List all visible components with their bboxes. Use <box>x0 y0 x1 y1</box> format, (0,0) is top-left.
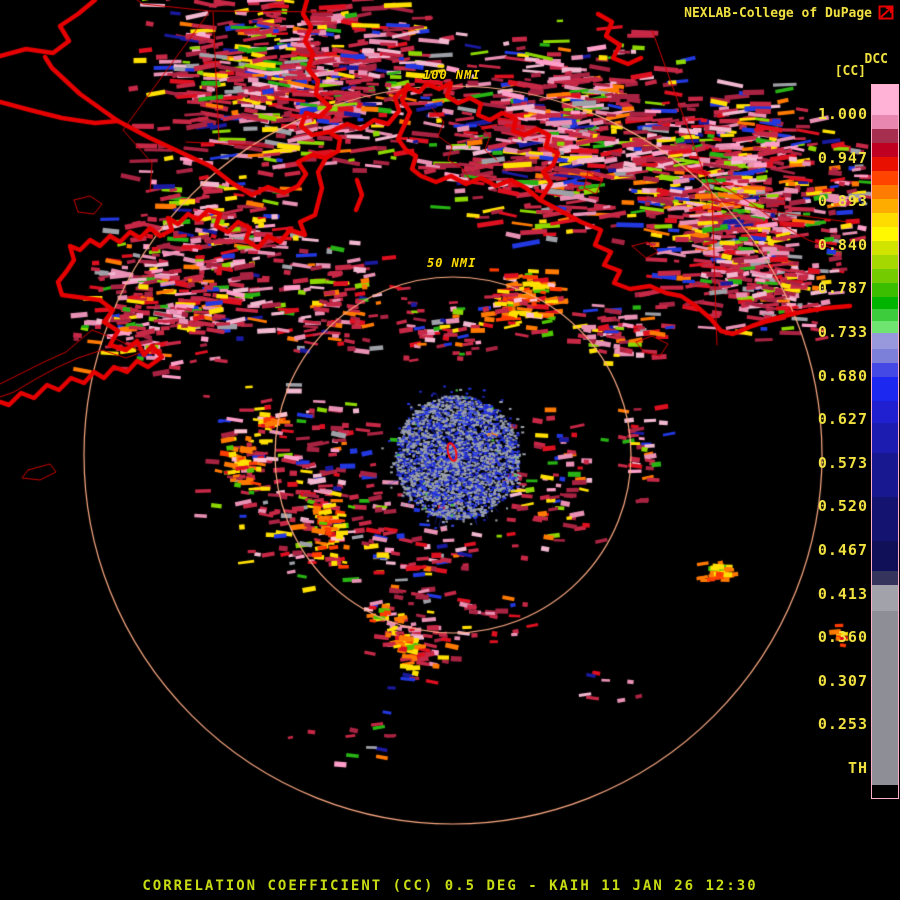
color-scale-segment <box>872 363 898 377</box>
color-scale-segment <box>872 541 898 571</box>
range-ring-label-50nmi: 50 NMI <box>427 256 477 270</box>
color-scale-segment <box>872 129 898 143</box>
color-scale-segment <box>872 571 898 585</box>
color-scale-value-label: 0.253 <box>817 715 868 734</box>
color-scale-value-label: 0.893 <box>817 192 868 211</box>
color-scale-segment <box>872 585 898 611</box>
color-scale-segment <box>872 453 898 497</box>
site-attribution-title: NEXLAB-College of DuPage <box>684 6 872 21</box>
product-caption: CORRELATION COEFFICIENT (CC) 0.5 DEG - K… <box>142 878 758 894</box>
product-code-label: DCC <box>864 52 888 67</box>
color-scale-value-label: 0.520 <box>817 497 868 516</box>
range-ring-label-100nmi: 100 NMI <box>423 68 481 82</box>
color-scale-value-label: 0.413 <box>817 584 868 603</box>
color-scale-value-label: 0.787 <box>817 279 868 298</box>
color-scale-segment <box>872 283 898 297</box>
color-scale-segment <box>872 377 898 401</box>
color-scale-segment <box>872 255 898 269</box>
color-scale-segment <box>872 349 898 363</box>
color-scale-value-label: 0.840 <box>817 235 868 254</box>
color-scale-segment <box>872 497 898 541</box>
color-scale-value-label: 0.360 <box>817 628 868 647</box>
color-scale-segment <box>872 297 898 309</box>
color-scale-segment <box>872 185 898 199</box>
color-scale-segment <box>872 115 898 129</box>
color-scale-segment <box>872 423 898 453</box>
color-scale-value-label: 0.947 <box>817 148 868 167</box>
color-scale-segment <box>872 401 898 423</box>
color-scale-segment <box>872 227 898 241</box>
color-scale-value-label: 0.573 <box>817 453 868 472</box>
color-scale-segment <box>872 269 898 283</box>
color-scale-segment <box>872 309 898 321</box>
color-scale-segment <box>872 241 898 255</box>
color-scale-segment <box>872 213 898 227</box>
color-scale-value-label: 0.733 <box>817 323 868 341</box>
color-scale-segment <box>872 785 898 798</box>
color-scale-segment <box>872 321 898 333</box>
color-scale-segment <box>872 333 898 349</box>
color-scale-value-label: 0.680 <box>817 366 868 385</box>
color-scale-value-label: 0.307 <box>817 671 868 690</box>
color-scale-value-label: TH <box>847 759 868 777</box>
color-scale-segment <box>872 143 898 157</box>
color-scale-segment <box>872 199 898 213</box>
color-scale-value-label: 1.000 <box>817 105 868 123</box>
color-scale-segment <box>872 157 898 171</box>
color-scale-segment <box>872 171 898 185</box>
color-scale-value-label: 0.627 <box>817 410 868 429</box>
color-scale-segment <box>872 611 898 785</box>
cc-color-scale <box>871 84 899 799</box>
nexlab-logo-icon <box>878 5 894 20</box>
product-unit-label: [CC] <box>834 64 866 79</box>
color-scale-segment <box>872 85 898 115</box>
color-scale-value-label: 0.467 <box>817 541 868 559</box>
